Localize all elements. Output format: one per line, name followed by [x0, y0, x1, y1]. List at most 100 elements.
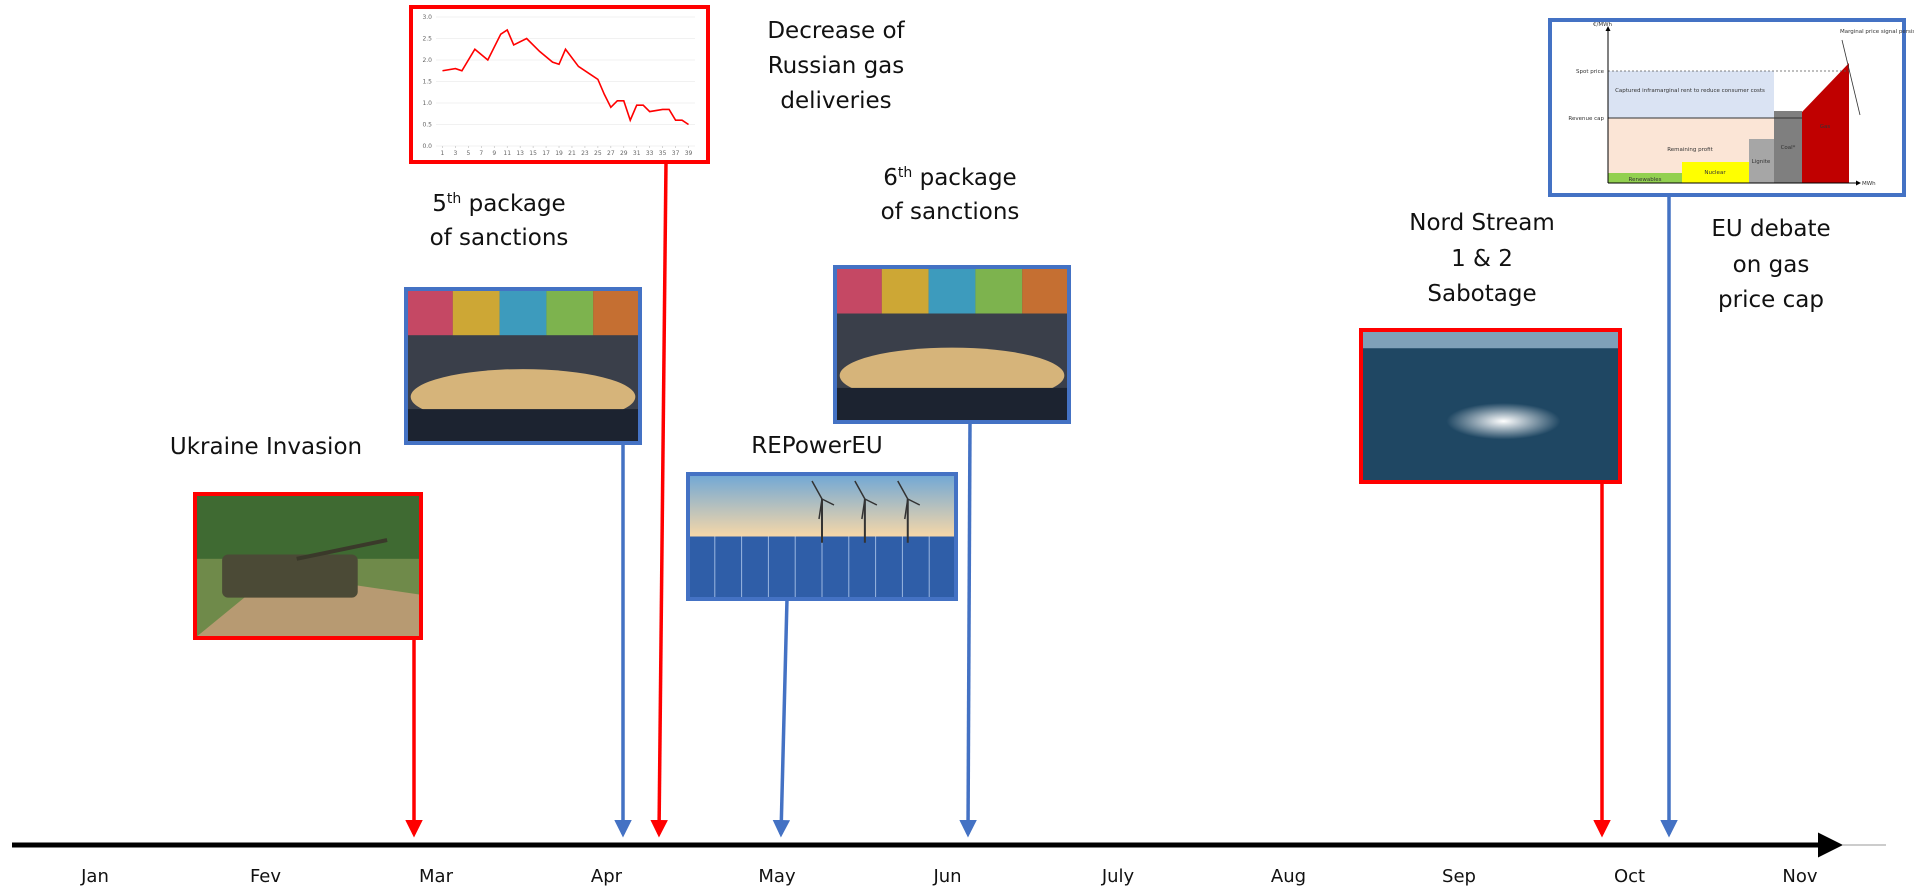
- event-label: price cap: [1718, 287, 1824, 313]
- photo-trees: [195, 494, 421, 559]
- mini-x-tick: 39: [685, 150, 693, 157]
- event-label: Ukraine Invasion: [170, 434, 362, 460]
- month-label: Jun: [932, 866, 961, 887]
- event-label: deliveries: [780, 88, 891, 114]
- mini-y-tick: 1.0: [422, 100, 432, 107]
- event-label: of sanctions: [430, 225, 569, 251]
- month-label: Nov: [1782, 866, 1817, 887]
- photo-ceiling: [1022, 267, 1069, 314]
- photo-ceiling: [452, 289, 500, 336]
- picture-frame: [409, 5, 710, 164]
- label-part: of sanctions: [430, 225, 569, 251]
- coal-bar: [1774, 111, 1802, 183]
- picture-frame: [833, 265, 1071, 424]
- label-part: 5: [432, 191, 447, 217]
- label-part: Nord Stream: [1409, 210, 1554, 236]
- event-arrow: [959, 421, 977, 838]
- mini-x-tick: 35: [659, 150, 667, 157]
- event-picture: [193, 492, 423, 640]
- mini-x-tick: 11: [503, 150, 511, 157]
- month-label: Aug: [1271, 866, 1306, 887]
- photo-ceiling: [975, 267, 1023, 314]
- photo-ceiling: [593, 289, 640, 336]
- photo-tank: [222, 554, 358, 598]
- label-part: price cap: [1718, 287, 1824, 313]
- month-label: Apr: [591, 866, 623, 887]
- picture-frame: [193, 492, 423, 640]
- event-label: EU debate: [1711, 216, 1830, 242]
- photo-people: [406, 409, 640, 443]
- mini-x-tick: 1: [441, 150, 445, 157]
- figure-label: Captured inframarginal rent to reduce co…: [1615, 88, 1765, 94]
- mini-x-tick: 19: [555, 150, 563, 157]
- picture-frame: [404, 287, 642, 445]
- figure-label: Nuclear: [1704, 170, 1726, 176]
- picture-frame: [1548, 18, 1906, 197]
- mini-x-tick: 33: [646, 150, 654, 157]
- label-part: Russian gas: [768, 53, 905, 79]
- label-part: Decrease of: [767, 18, 905, 44]
- mini-x-tick: 9: [492, 150, 496, 157]
- mini-x-tick: 25: [594, 150, 602, 157]
- event-label: REPowerEU: [751, 433, 882, 459]
- figure-label: €/MWh: [1593, 22, 1613, 28]
- event-picture: [833, 265, 1071, 424]
- mini-x-tick: 31: [633, 150, 641, 157]
- signal-line: [1841, 39, 1861, 116]
- nuclear-bar: [1682, 162, 1749, 183]
- event-picture: [686, 472, 958, 601]
- mini-x-tick: 21: [568, 150, 576, 157]
- event-label: Sabotage: [1427, 281, 1536, 307]
- photo-ceiling: [928, 267, 976, 314]
- photo-blades: [811, 480, 835, 520]
- mini-x-tick: 17: [542, 150, 550, 157]
- figure-label: Renewables: [1629, 177, 1662, 183]
- event-label: 5th package: [432, 191, 565, 217]
- month-label: May: [758, 866, 796, 887]
- renewables-bar: [1608, 173, 1682, 183]
- label-part: REPowerEU: [751, 433, 882, 459]
- mini-x-tick: 7: [479, 150, 483, 157]
- photo-horizon: [1361, 330, 1620, 349]
- month-label: Jan: [80, 866, 109, 887]
- event-picture: [1548, 18, 1906, 197]
- mini-y-tick: 1.5: [422, 79, 432, 86]
- mini-x-tick: 37: [672, 150, 680, 157]
- photo-blades: [897, 480, 921, 520]
- lignite-bar: [1749, 139, 1774, 183]
- photo-ceiling: [835, 267, 882, 314]
- photo-ceiling: [499, 289, 547, 336]
- event-label: Nord Stream: [1409, 210, 1554, 236]
- label-part: on gas: [1733, 252, 1810, 278]
- figure-label: MWh: [1862, 181, 1876, 187]
- photo-blades: [854, 480, 878, 520]
- label-part: EU debate: [1711, 216, 1830, 242]
- mini-y-tick: 2.0: [422, 57, 432, 64]
- event-label: Decrease of: [767, 18, 905, 44]
- picture-frame: [1359, 328, 1622, 484]
- label-part: Ukraine Invasion: [170, 434, 362, 460]
- event-label: 1 & 2: [1451, 246, 1513, 272]
- label-part: package: [461, 191, 565, 217]
- label-part: deliveries: [780, 88, 891, 114]
- captured-area: [1608, 71, 1774, 118]
- mini-x-tick: 3: [454, 150, 458, 157]
- month-label: July: [1101, 866, 1135, 887]
- mini-x-tick: 23: [581, 150, 589, 157]
- photo-ceiling: [881, 267, 929, 314]
- label-part: 6: [883, 165, 898, 191]
- picture-frame: [686, 472, 958, 601]
- event-label: on gas: [1733, 252, 1810, 278]
- figure-label: Remaining profit: [1667, 147, 1713, 153]
- event-label: 6th package: [883, 165, 1016, 191]
- mini-y-tick: 0.5: [422, 122, 432, 129]
- event-picture: [1359, 328, 1622, 484]
- figure-label: Revenue cap: [1568, 116, 1604, 122]
- event-picture: [404, 287, 642, 445]
- photo-ceiling: [546, 289, 594, 336]
- event-picture: [409, 5, 710, 164]
- label-part: Sabotage: [1427, 281, 1536, 307]
- month-label: Sep: [1442, 866, 1476, 887]
- label-part: th: [447, 191, 461, 207]
